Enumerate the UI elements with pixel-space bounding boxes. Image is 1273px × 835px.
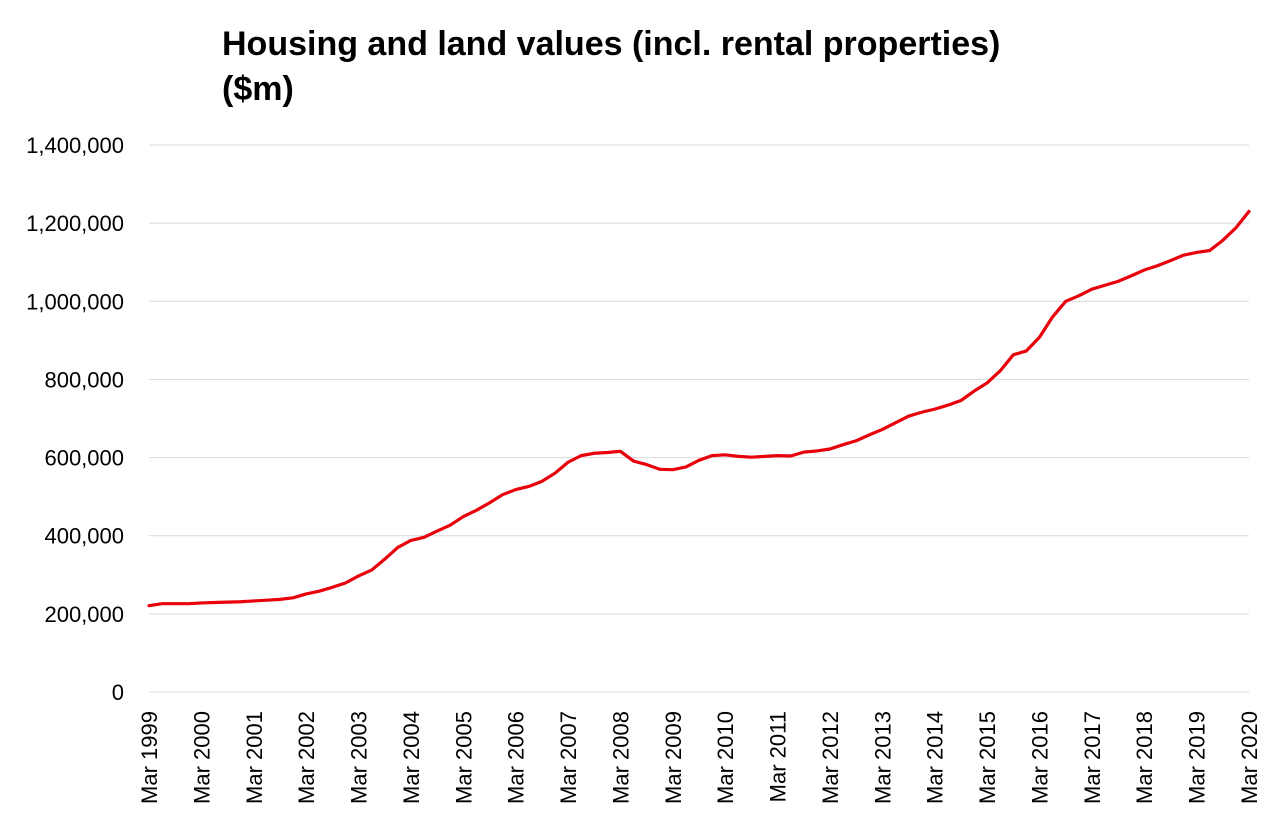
x-tick-label: Mar 2000 bbox=[189, 711, 214, 804]
series-layer bbox=[147, 209, 1251, 608]
x-tick-label: Mar 2013 bbox=[870, 711, 895, 804]
y-tick-label: 1,000,000 bbox=[26, 289, 124, 314]
x-tick-label: Mar 2017 bbox=[1080, 711, 1105, 804]
x-tick-label: Mar 2011 bbox=[766, 711, 791, 802]
x-tick-label: Mar 2010 bbox=[713, 711, 738, 804]
y-tick-label: 400,000 bbox=[44, 524, 124, 549]
y-tick-label: 200,000 bbox=[44, 602, 124, 627]
y-axis-tick-labels: 0 200,000 400,000 600,000 800,000 1,000,000 1,… bbox=[26, 133, 124, 705]
x-tick-label: Mar 2018 bbox=[1132, 711, 1157, 804]
chart-title-line-1: Housing and land values (incl. rental pr… bbox=[222, 25, 1001, 63]
chart-title: Housing and land values (incl. rental pr… bbox=[222, 22, 1222, 112]
x-axis-tick-labels: Mar 1999 Mar 2000 Mar 2001 Mar 2002 Mar 2003… bbox=[137, 711, 1262, 804]
y-tick-label: 800,000 bbox=[44, 367, 124, 392]
x-tick-label: Mar 2005 bbox=[451, 711, 476, 804]
x-tick-label: Mar 2012 bbox=[818, 711, 843, 804]
x-tick-label: Mar 1999 bbox=[137, 711, 162, 804]
x-tick-label: Mar 2019 bbox=[1185, 711, 1210, 804]
x-tick-label: Mar 2004 bbox=[399, 711, 424, 804]
x-tick-label: Mar 2014 bbox=[923, 711, 948, 804]
chart-title-line-2: ($m) bbox=[222, 70, 294, 108]
x-tick-label: Mar 2006 bbox=[504, 711, 529, 804]
gridlines bbox=[149, 144, 1249, 615]
y-tick-label: 1,200,000 bbox=[26, 211, 124, 236]
x-tick-label: Mar 2002 bbox=[294, 711, 319, 804]
x-tick-label: Mar 2015 bbox=[975, 711, 1000, 804]
x-tick-label: Mar 2001 bbox=[242, 711, 267, 804]
x-tick-label: Mar 2020 bbox=[1237, 711, 1262, 804]
x-tick-label: Mar 2007 bbox=[556, 711, 581, 804]
y-tick-label: 0 bbox=[112, 680, 124, 705]
x-tick-label: Mar 2009 bbox=[661, 711, 686, 804]
series-line bbox=[147, 209, 1251, 608]
x-tick-label: Mar 2016 bbox=[1027, 711, 1052, 804]
x-tick-label: Mar 2008 bbox=[608, 711, 633, 804]
y-tick-label: 600,000 bbox=[44, 446, 124, 471]
x-tick-label: Mar 2003 bbox=[347, 711, 372, 804]
y-tick-label: 1,400,000 bbox=[26, 133, 124, 158]
